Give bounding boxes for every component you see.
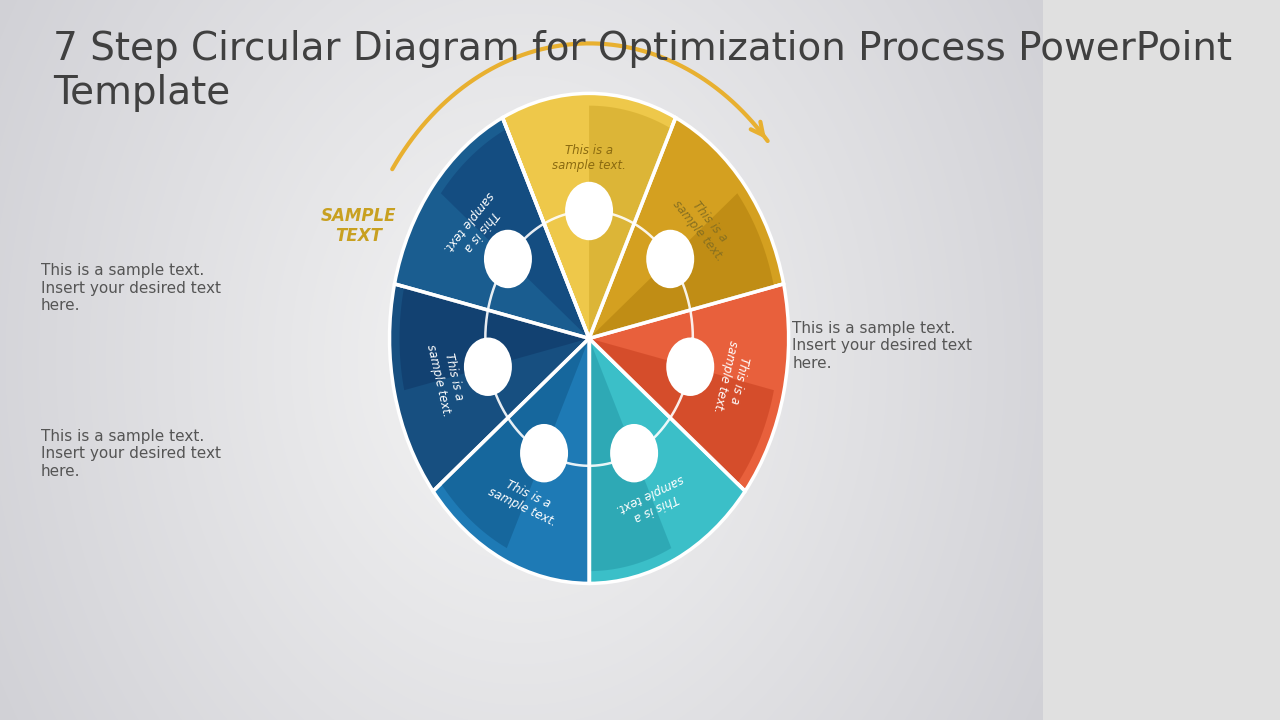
Circle shape [465,338,511,395]
Polygon shape [589,193,774,338]
Circle shape [485,231,531,287]
Wedge shape [389,284,589,491]
Text: This is a
sample text.: This is a sample text. [669,189,737,264]
Polygon shape [589,106,671,338]
Circle shape [521,425,567,482]
Circle shape [667,338,713,395]
Text: This is a sample text.
Insert your desired text
here.: This is a sample text. Insert your desir… [41,428,220,479]
Text: This is a
sample text.: This is a sample text. [710,339,754,418]
Polygon shape [440,338,589,548]
Text: This is a sample text.
Insert your desired text
here.: This is a sample text. Insert your desir… [41,263,220,313]
Circle shape [611,425,657,482]
Text: This is a
sample text.: This is a sample text. [552,144,626,172]
Text: This is a
sample text.: This is a sample text. [440,189,508,264]
Polygon shape [399,287,589,390]
Polygon shape [589,338,774,484]
Wedge shape [503,94,676,338]
Text: This is a
sample text.: This is a sample text. [486,472,564,529]
Wedge shape [589,338,745,583]
Wedge shape [589,284,788,491]
Text: 7 Step Circular Diagram for Optimization Process PowerPoint
Template: 7 Step Circular Diagram for Optimization… [52,30,1231,112]
Circle shape [566,183,612,239]
Polygon shape [589,338,671,571]
Wedge shape [394,117,589,338]
Polygon shape [440,129,589,338]
Wedge shape [589,117,783,338]
Text: This is a sample text.
Insert your desired text
here.: This is a sample text. Insert your desir… [792,320,973,371]
Wedge shape [433,338,589,583]
Text: This is a
sample text.: This is a sample text. [424,339,468,418]
Text: This is a
sample text.: This is a sample text. [613,472,692,529]
Circle shape [648,231,694,287]
Text: SAMPLE
TEXT: SAMPLE TEXT [321,207,397,246]
